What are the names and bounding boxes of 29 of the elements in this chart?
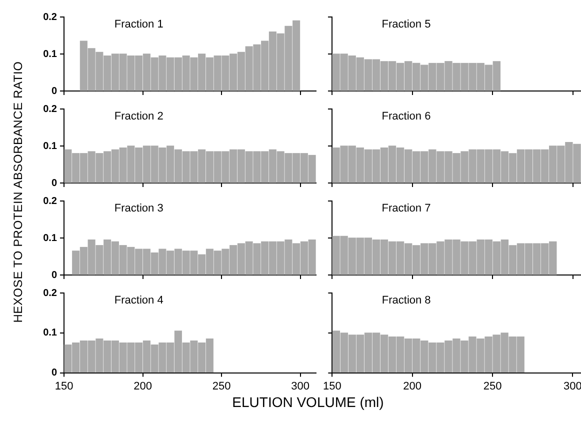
chart-title: Fraction 8: [382, 294, 431, 307]
x-tick-label: 300: [291, 380, 310, 392]
chart-title: Fraction 6: [382, 110, 431, 123]
y-tick-label: 0.2: [43, 12, 58, 23]
x-tick-label: 250: [212, 380, 231, 392]
y-axis-title: HEXOSE TO PROTEIN ABSORBANCE RATIO: [11, 61, 25, 323]
x-tick-label: 150: [54, 380, 74, 392]
chart-title: Fraction 7: [382, 202, 431, 215]
y-tick-label: 0.1: [43, 140, 58, 152]
y-tick-label: 0.2: [43, 196, 58, 207]
chart-title: Fraction 5: [382, 18, 431, 31]
x-tick-label: 200: [403, 380, 422, 392]
y-tick-label: 0.1: [43, 232, 58, 244]
y-tick-label: 0.2: [43, 104, 58, 115]
y-tick-label: 0: [51, 368, 58, 379]
x-tick-label: 200: [134, 380, 152, 392]
y-tick-label: 0: [51, 86, 58, 97]
chart-title: Fraction 1: [114, 18, 164, 31]
y-tick-label: 0: [51, 178, 58, 189]
y-tick-label: 0.2: [43, 288, 58, 299]
y-tick-label: 0: [51, 270, 58, 281]
chart-title: Fraction 4: [114, 294, 164, 307]
x-axis-title: ELUTION VOLUME (ml): [231, 394, 385, 410]
chart-title: Fraction 3: [114, 202, 164, 215]
y-tick-label: 0.1: [43, 328, 58, 339]
x-tick-label: 250: [483, 380, 502, 392]
x-tick-label: 150: [322, 380, 342, 392]
y-tick-label: 0.1: [43, 48, 58, 60]
chart-title: Fraction 2: [114, 110, 164, 123]
